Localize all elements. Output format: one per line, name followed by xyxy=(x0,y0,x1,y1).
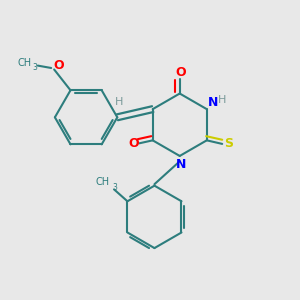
Text: N: N xyxy=(208,96,218,109)
Text: S: S xyxy=(224,137,232,150)
Text: O: O xyxy=(128,137,139,150)
Text: H: H xyxy=(218,95,226,105)
Text: O: O xyxy=(175,66,186,79)
Text: CH: CH xyxy=(18,58,32,68)
Text: CH: CH xyxy=(95,177,110,187)
Text: 3: 3 xyxy=(112,183,117,192)
Text: N: N xyxy=(176,158,186,171)
Text: O: O xyxy=(53,59,64,72)
Text: H: H xyxy=(115,97,123,107)
Text: 3: 3 xyxy=(32,64,37,73)
